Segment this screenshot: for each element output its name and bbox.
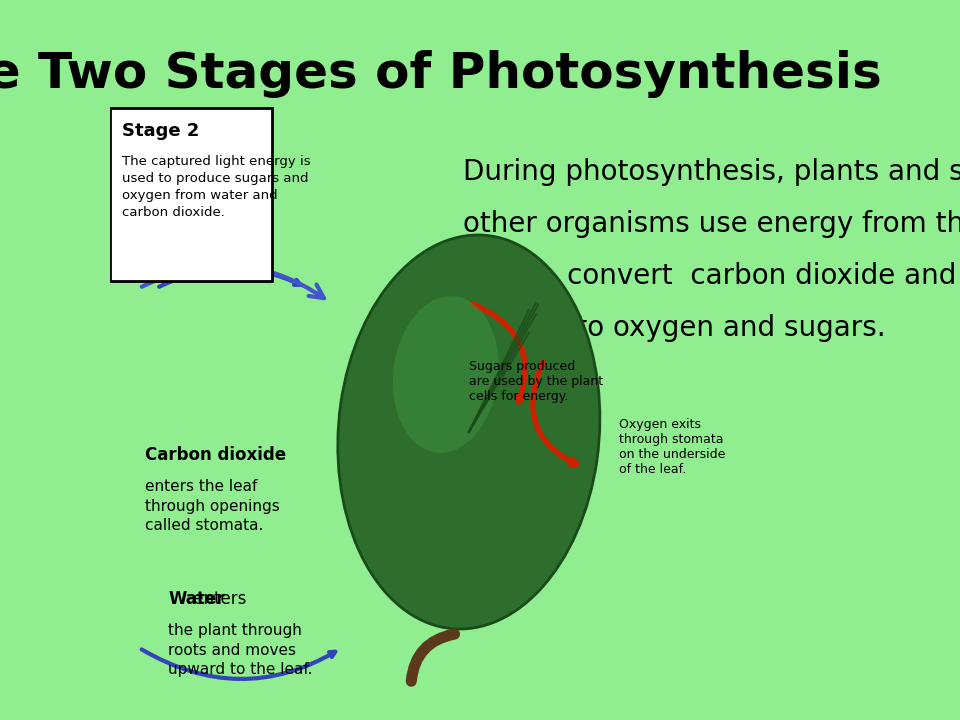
Text: enters the leaf
through openings
called stomata.: enters the leaf through openings called … xyxy=(145,479,279,534)
Text: other organisms use energy from the: other organisms use energy from the xyxy=(463,210,960,238)
Text: Water: Water xyxy=(168,590,225,608)
FancyArrowPatch shape xyxy=(142,266,324,298)
Text: Oxygen exits
through stomata
on the underside
of the leaf.: Oxygen exits through stomata on the unde… xyxy=(619,418,726,476)
FancyBboxPatch shape xyxy=(110,108,273,281)
Text: Carbon dioxide: Carbon dioxide xyxy=(145,446,286,464)
Text: sun to  convert: sun to convert xyxy=(463,262,673,290)
Text: sun to: sun to xyxy=(463,262,567,290)
Text: Stage 2: Stage 2 xyxy=(122,122,200,140)
Text: enters: enters xyxy=(188,590,247,608)
Text: water into oxygen and sugars.: water into oxygen and sugars. xyxy=(463,314,886,342)
Text: The Two Stages of Photosynthesis: The Two Stages of Photosynthesis xyxy=(0,50,882,99)
Text: The captured light energy is
used to produce sugars and
oxygen from water and
ca: The captured light energy is used to pro… xyxy=(122,155,311,219)
FancyArrowPatch shape xyxy=(411,634,454,681)
Text: the plant through
roots and moves
upward to the leaf.: the plant through roots and moves upward… xyxy=(168,623,313,678)
Text: sun to  convert  carbon dioxide and: sun to convert carbon dioxide and xyxy=(463,262,956,290)
Text: During photosynthesis, plants and some: During photosynthesis, plants and some xyxy=(463,158,960,186)
Ellipse shape xyxy=(393,296,498,453)
Text: Sugars produced
are used by the plant
cells for energy.: Sugars produced are used by the plant ce… xyxy=(468,360,603,403)
Ellipse shape xyxy=(338,235,600,629)
